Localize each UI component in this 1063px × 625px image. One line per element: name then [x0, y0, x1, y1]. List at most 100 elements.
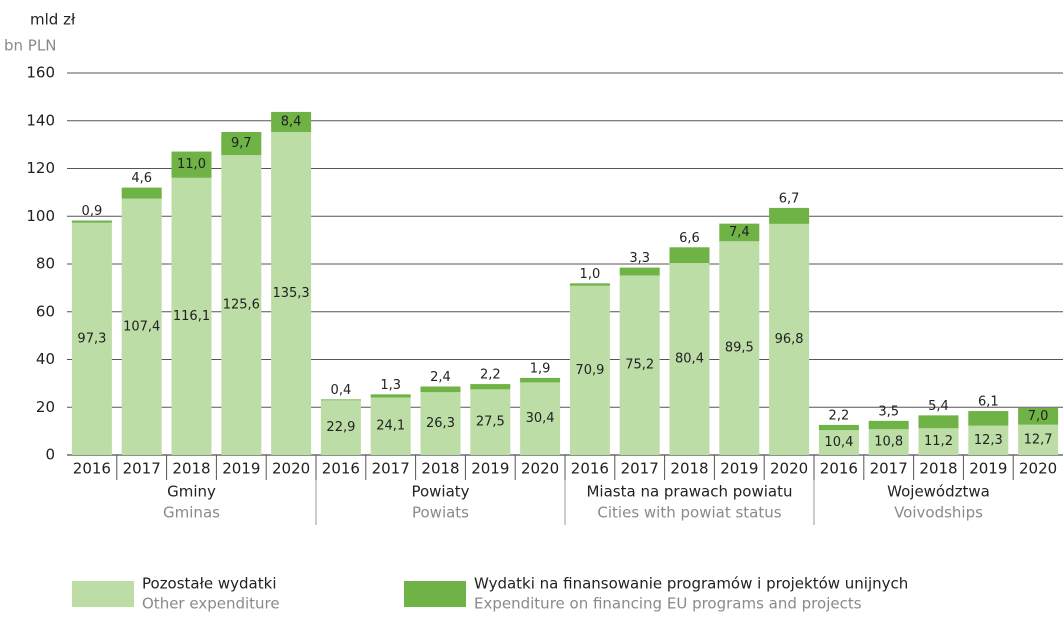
y-tick-label: 100 — [26, 207, 55, 225]
bar-segment — [171, 151, 212, 178]
y-tick-label: 80 — [36, 255, 55, 273]
value-label: 116,1 — [173, 309, 210, 324]
bar-segment — [868, 429, 909, 455]
value-label: 12,7 — [1024, 432, 1053, 447]
x-tick-label: 2020 — [1019, 460, 1057, 478]
x-tick-label: 2017 — [870, 460, 908, 478]
y-tick-label: 40 — [36, 350, 55, 368]
value-label: 70,9 — [575, 363, 604, 378]
bar-segment — [121, 187, 162, 199]
value-label: 26,3 — [426, 416, 455, 431]
group-label-en: Gminas — [163, 504, 220, 522]
x-tick-label: 2018 — [670, 460, 708, 478]
value-label: 125,6 — [223, 298, 260, 313]
value-label: 2,4 — [430, 370, 451, 385]
x-tick-label: 2018 — [172, 460, 210, 478]
value-label: 30,4 — [526, 411, 555, 426]
bar-segment — [520, 377, 561, 383]
legend-label: Pozostałe wydatki — [142, 575, 276, 593]
value-label: 9,7 — [231, 136, 252, 151]
group-label: Gminy — [167, 483, 216, 501]
group-label: Powiaty — [411, 483, 469, 501]
legend-swatch — [72, 581, 134, 607]
x-tick-label: 2018 — [919, 460, 957, 478]
value-label: 6,1 — [978, 395, 999, 410]
value-label: 1,0 — [580, 267, 601, 282]
value-label: 2,2 — [829, 408, 850, 423]
bar-segment — [271, 111, 312, 132]
value-label: 2,2 — [480, 368, 501, 383]
value-label: 6,6 — [679, 231, 700, 246]
bar-segment — [918, 415, 959, 429]
value-label: 1,9 — [530, 361, 551, 376]
bar-segment — [171, 177, 212, 455]
x-tick-label: 2019 — [720, 460, 758, 478]
value-label: 27,5 — [476, 415, 505, 430]
x-tick-label: 2020 — [272, 460, 310, 478]
x-tick-label: 2020 — [521, 460, 559, 478]
value-label: 10,4 — [824, 435, 853, 450]
bar-segment — [320, 400, 361, 455]
legend-swatch — [404, 581, 466, 607]
value-label: 5,4 — [928, 399, 949, 414]
bar-segment — [719, 223, 760, 242]
bar-segment — [1018, 407, 1059, 425]
bar-segment — [818, 430, 859, 455]
bar-segment — [121, 198, 162, 455]
bar-segment — [918, 428, 959, 455]
x-tick-label: 2016 — [73, 460, 111, 478]
group-label: Województwa — [887, 483, 990, 501]
y-tick-label: 160 — [26, 64, 55, 82]
bar-segment — [271, 131, 312, 455]
bar-segment — [370, 394, 411, 398]
legend-label-en: Expenditure on financing EU programs and… — [474, 595, 862, 613]
group-label: Miasta na prawach powiatu — [586, 483, 792, 501]
x-tick-label: 2016 — [820, 460, 858, 478]
legend-label: Wydatki na finansowanie programów i proj… — [474, 575, 908, 593]
x-tick-label: 2019 — [222, 460, 260, 478]
x-tick-label: 2018 — [421, 460, 459, 478]
y-axis-title: mld zł — [30, 11, 76, 29]
bar-segment — [221, 131, 262, 156]
bar-segment — [470, 384, 511, 390]
value-label: 0,4 — [331, 383, 352, 398]
bar-segment — [221, 155, 262, 455]
bar-segment — [868, 420, 909, 430]
bar-segment — [1018, 424, 1059, 455]
value-label: 12,3 — [974, 433, 1003, 448]
legend-label-en: Other expenditure — [142, 595, 280, 613]
value-label: 24,1 — [376, 419, 405, 434]
bar-segment — [818, 424, 859, 431]
value-label: 11,2 — [924, 434, 953, 449]
bar-segment — [669, 263, 710, 455]
value-label: 1,3 — [380, 378, 401, 393]
bar-segment — [769, 223, 810, 455]
value-label: 4,6 — [131, 171, 152, 186]
bar-segment — [619, 267, 660, 276]
value-label: 10,8 — [874, 435, 903, 450]
y-tick-label: 120 — [26, 159, 55, 177]
group-label-en: Voivodships — [894, 504, 983, 522]
bar-segment — [370, 397, 411, 455]
x-tick-label: 2020 — [770, 460, 808, 478]
y-tick-label: 140 — [26, 111, 55, 129]
value-label: 96,8 — [775, 332, 804, 347]
value-label: 8,4 — [281, 114, 302, 129]
bar-segment — [769, 207, 810, 224]
bar-segment — [320, 399, 361, 401]
value-label: 135,3 — [272, 286, 309, 301]
value-label: 7,4 — [729, 225, 750, 240]
x-tick-label: 2019 — [471, 460, 509, 478]
bar-segment — [470, 389, 511, 455]
bar-segment — [719, 241, 760, 455]
x-tick-label: 2016 — [322, 460, 360, 478]
bar-segment — [420, 392, 461, 455]
bar-segment — [669, 247, 710, 264]
bar-segment — [619, 275, 660, 455]
y-tick-label: 0 — [45, 446, 55, 464]
value-label: 97,3 — [77, 331, 106, 346]
y-tick-label: 20 — [36, 398, 55, 416]
value-label: 0,9 — [82, 204, 103, 219]
group-label-en: Powiats — [412, 504, 469, 522]
